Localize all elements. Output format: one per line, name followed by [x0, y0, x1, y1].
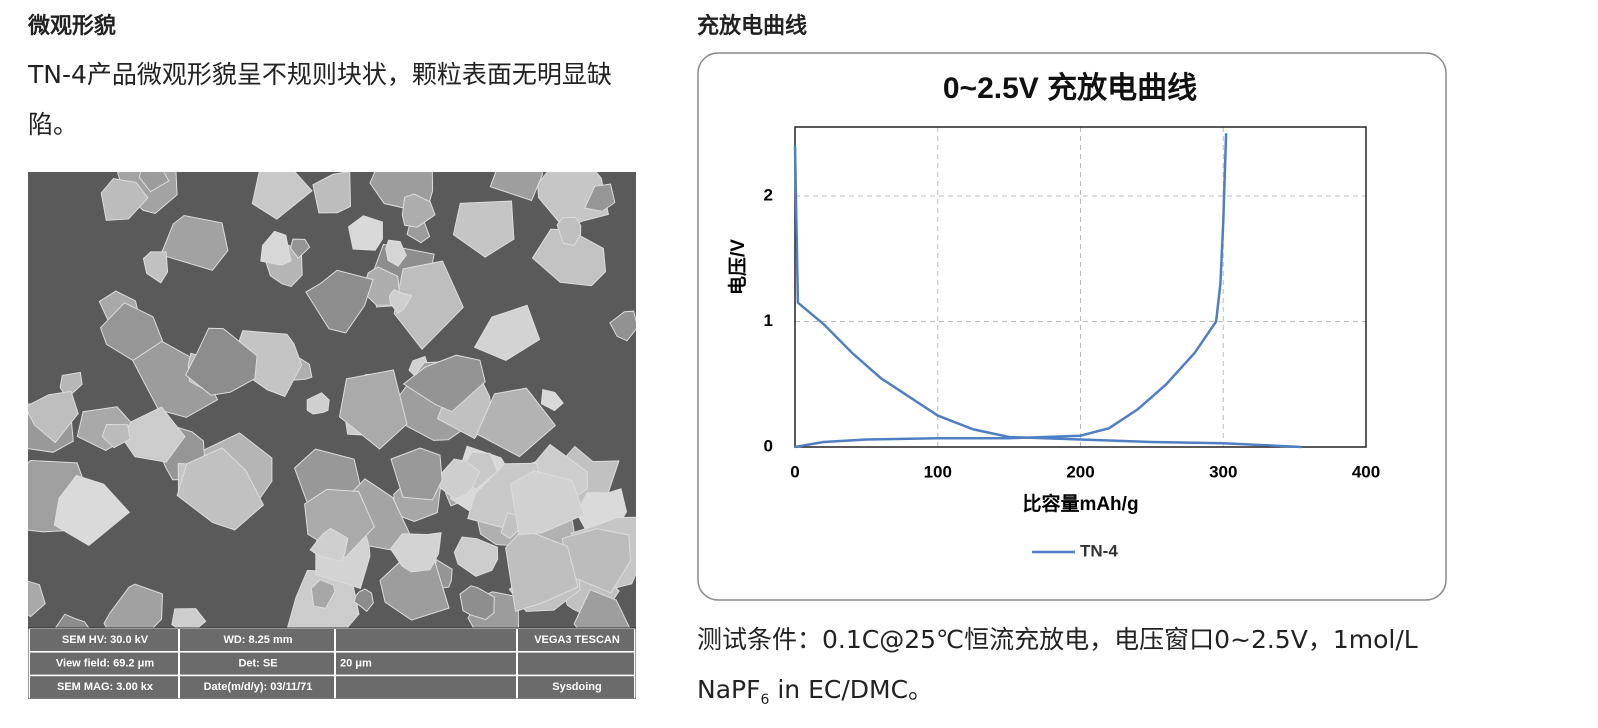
x-tick-label: 100: [924, 462, 952, 481]
particle: [393, 260, 464, 351]
particle: [489, 172, 543, 202]
legend-label: TN-4: [1080, 541, 1118, 560]
particle: [609, 310, 636, 342]
sem-info-cell: [30, 629, 178, 651]
particle: [28, 390, 79, 444]
particle: [390, 447, 443, 501]
sem-info-cell: [518, 676, 634, 699]
particle: [28, 580, 46, 618]
particle: [584, 183, 616, 212]
particle: [184, 327, 258, 396]
particle: [556, 216, 582, 247]
sem-info-cell: [518, 652, 634, 675]
sem-info-cell: [30, 652, 178, 675]
particle: [99, 302, 164, 361]
particle: [388, 289, 413, 314]
data-line: [793, 133, 1302, 449]
test-note: 测试条件：0.1C@25℃恒流充放电，电压窗口0~2.5V，1mol/L NaP…: [697, 615, 1577, 725]
particle: [505, 528, 579, 612]
particle: [251, 172, 313, 220]
sem-info-text: SEM MAG: 3.00 kx: [57, 681, 154, 693]
sem-info-cell: [336, 652, 516, 675]
particle: [310, 579, 336, 609]
sem-info-cell: [336, 676, 516, 699]
particle: [305, 269, 374, 334]
sem-info-text: 20 μm: [340, 658, 372, 670]
particle: [260, 230, 292, 266]
x-tick-label: 400: [1352, 462, 1380, 481]
particle: [353, 588, 374, 613]
sem-info-text: WD: 8.25 mm: [223, 634, 292, 646]
particle: [347, 215, 383, 251]
sem-image: SEM HV: 30.0 kV WD: 8.25 mm VEGA3 TESCAN Vi…: [28, 172, 636, 699]
sem-info-cell: [180, 652, 334, 675]
x-tick-label: 0: [790, 462, 799, 481]
particle: [138, 172, 170, 193]
x-tick-label: 300: [1209, 462, 1237, 481]
particle: [312, 172, 352, 214]
sem-info-text: View field: 69.2 μm: [56, 658, 154, 670]
sem-info-cell: [336, 629, 516, 651]
sem-info-text: Date(m/d/y): 03/11/71: [204, 681, 313, 693]
sem-info-text: VEGA3 TESCAN: [534, 634, 620, 646]
chart-title: 0~2.5V 充放电曲线: [943, 72, 1197, 105]
particle: [473, 304, 541, 362]
particle: [459, 585, 495, 621]
particle: [453, 536, 499, 577]
particle: [452, 200, 515, 258]
particle: [402, 354, 486, 413]
x-tick-label: 200: [1066, 462, 1094, 481]
particle: [389, 532, 442, 573]
particle: [509, 470, 585, 536]
particle: [101, 423, 131, 449]
sem-info-cell: [30, 676, 178, 699]
particle: [338, 369, 408, 450]
particle: [309, 527, 349, 563]
section-heading: 充放电曲线: [697, 14, 808, 39]
chart-frame: [697, 52, 1447, 601]
sem-info-text: Det: SE: [238, 658, 277, 670]
particle: [289, 238, 311, 259]
particle: [561, 528, 632, 594]
section-heading: 微观形貌: [28, 14, 117, 39]
sem-info-cell: [180, 629, 334, 651]
particle: [531, 228, 607, 287]
particle: [476, 387, 557, 458]
note-subscript: 6: [760, 692, 770, 708]
particle: [385, 239, 407, 267]
particle: [401, 193, 436, 228]
sem-info-cell: [518, 629, 634, 651]
y-axis-label: 电压/V: [726, 239, 749, 295]
particle: [306, 392, 330, 415]
sem-info-text: SEM HV: 30.0 kV: [62, 634, 149, 646]
y-tick-label: 2: [764, 186, 773, 205]
note-text: NaPF: [697, 675, 761, 704]
note-text: 测试条件：0.1C@25℃恒流充放电，电压窗口0~2.5V，1mol/L: [697, 625, 1418, 654]
note-text: in EC/DMC。: [769, 675, 934, 704]
particle: [100, 178, 149, 221]
particle: [176, 447, 265, 531]
description: TN-4产品微观形貌呈不规则块状，颗粒表面无明显缺陷。: [28, 60, 612, 139]
particle: [540, 388, 564, 412]
sem-info-text: Sysdoing: [552, 681, 602, 693]
chart: 0~2.5V 充放电曲线 0 100 200 300 400 0 1 2 比容量mAh/g 电压/V…: [697, 52, 1447, 601]
particle: [160, 214, 229, 271]
plot-frame: [794, 126, 1367, 448]
sem-info-cell: [180, 676, 334, 699]
x-axis-label: 比容量mAh/g: [1022, 492, 1138, 515]
y-tick-label: 1: [764, 311, 773, 330]
particle: [53, 474, 131, 547]
y-tick-label: 0: [764, 436, 773, 455]
particle: [142, 251, 169, 284]
